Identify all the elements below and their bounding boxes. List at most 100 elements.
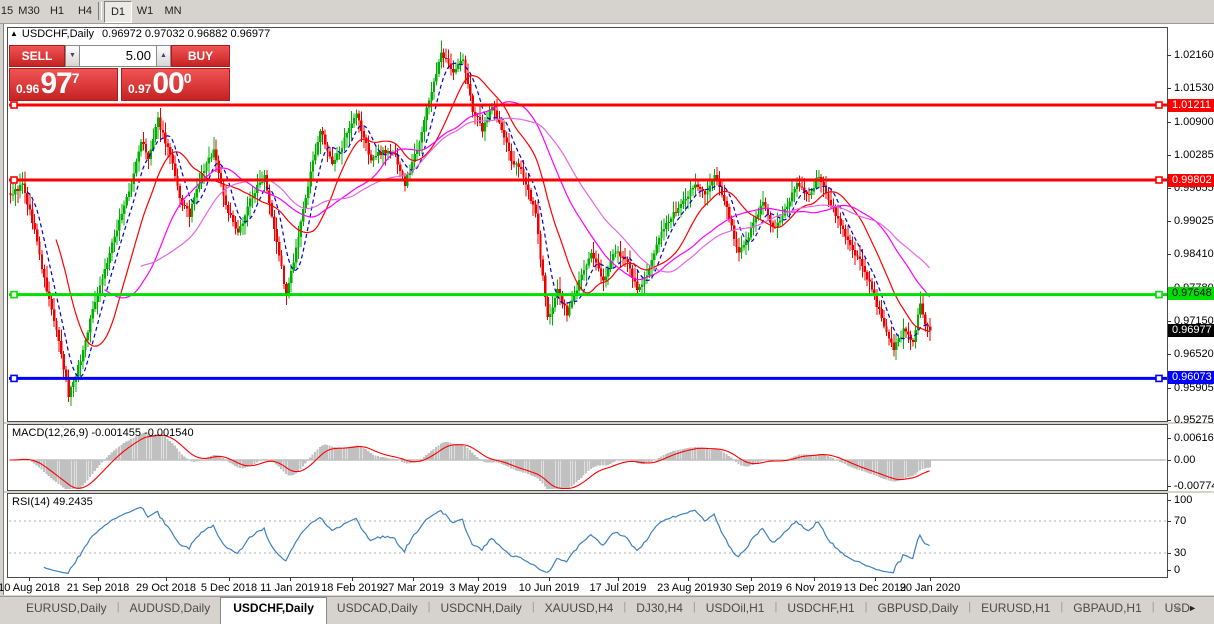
tab-usdoil-h1[interactable]: USDOil,H1 [705, 601, 765, 615]
one-click-trading-panel: SELL ▼ 5.00 ▲ BUY 0.96 97 7 0.97 00 0 [9, 45, 230, 101]
tab-usdchf-h1[interactable]: USDCHF,H1 [787, 601, 855, 615]
timeframe-button-D1[interactable]: D1 [104, 1, 132, 23]
volume-input[interactable]: 5.00 [80, 45, 156, 67]
date-axis-label: 20 Jan 2020 [899, 582, 961, 594]
price-axis-label: 1.00285 [1174, 149, 1214, 161]
horizontal-line[interactable] [9, 176, 1167, 184]
moving-average-lines [26, 62, 931, 379]
buy-button[interactable]: BUY [171, 45, 230, 67]
rsi-axis-label: 30 [1174, 547, 1187, 559]
price-badge-line: 0.96073 [1168, 371, 1214, 384]
tab-eurusd-daily[interactable]: EURUSD,Daily [26, 601, 107, 615]
macd-values: -0.001455 -0.001540 [91, 427, 194, 439]
date-axis-label: 27 Mar 2019 [382, 582, 444, 594]
tab-separator: | [531, 601, 535, 613]
sell-price-panel[interactable]: 0.96 97 7 [9, 68, 118, 101]
macd-axis-label: 0.00 [1174, 454, 1196, 466]
tab-separator: | [774, 601, 778, 613]
timeframe-button-H4[interactable]: H4 [77, 5, 93, 17]
tab-gbpusd-daily[interactable]: GBPUSD,Daily [877, 601, 959, 615]
horizontal-line[interactable] [9, 290, 1167, 299]
volume-increase-button[interactable]: ▲ [156, 45, 171, 67]
tab-xauusd-h4[interactable]: XAUUSD,H4 [544, 601, 614, 615]
tab-usdchf-daily[interactable]: USDCHF,Daily [220, 597, 327, 624]
tab-separator: | [968, 601, 972, 613]
date-axis-label: 11 Jan 2019 [260, 582, 320, 594]
tab-scroll-buttons: ◄► [1172, 603, 1204, 613]
rsi-value: 49.2435 [52, 496, 93, 508]
price-axis-label: 1.00900 [1174, 116, 1214, 128]
rsi-name: RSI(14) [12, 496, 50, 508]
date-axis-label: 21 Sep 2018 [66, 582, 130, 594]
chart-symbol: USDCHF,Daily [21, 28, 95, 40]
date-axis-label: 5 Dec 2018 [200, 582, 258, 594]
timeframe-toolbar: 15 M30 H1 H4 D1 W1 MN [0, 0, 1214, 24]
chart-tabs-bar: EURUSD,Daily | AUDUSD,Daily USDCHF,Daily USD… [0, 596, 1214, 624]
sell-price-big: 97 [40, 67, 72, 100]
tab-separator: | [427, 601, 431, 613]
tab-audusd-daily[interactable]: AUDUSD,Daily [129, 601, 211, 615]
macd-name: MACD(12,26,9) [12, 427, 89, 439]
toolbar-separator [98, 2, 102, 20]
tab-separator: | [1151, 601, 1155, 613]
timeframe-button-MN[interactable]: MN [164, 5, 182, 17]
tab-eurusd-h1[interactable]: EURUSD,H1 [981, 601, 1051, 615]
chart-ohlc-values: 0.96972 0.97032 0.96882 0.96977 [102, 28, 271, 40]
price-axis-label: 0.95275 [1174, 414, 1214, 426]
tab-usdcnh-daily[interactable]: USDCNH,Daily [440, 601, 522, 615]
tab-scroll-left-icon[interactable]: ◄ [1172, 603, 1189, 613]
tab-separator: | [1060, 601, 1064, 613]
price-badge-current: 0.96977 [1168, 324, 1214, 337]
sell-button[interactable]: SELL [9, 45, 65, 67]
horizontal-line[interactable] [9, 374, 1167, 383]
date-axis-label: 3 May 2019 [449, 582, 507, 594]
tab-usd[interactable]: USD [1164, 601, 1190, 615]
price-axis-label: 1.01530 [1174, 82, 1214, 94]
tab-separator: | [692, 601, 696, 613]
macd-signal-line [10, 434, 930, 489]
date-axis-label: 23 Aug 2019 [657, 582, 719, 594]
date-axis-label: 17 Jul 2019 [589, 582, 647, 594]
buy-price-prefix: 0.97 [128, 82, 152, 96]
date-axis-label: 18 Feb 2019 [321, 582, 383, 594]
buy-price-big: 00 [152, 67, 184, 100]
rsi-axis-label: 100 [1174, 494, 1193, 506]
buy-price-sup: 0 [183, 70, 192, 86]
rsi-axis-label: 70 [1174, 515, 1187, 527]
horizontal-line[interactable] [9, 101, 1167, 109]
price-badge-line: 0.99802 [1168, 174, 1214, 187]
tab-scroll-right-icon[interactable]: ► [1188, 603, 1204, 613]
date-axis-label: 13 Dec 2019 [843, 582, 907, 594]
price-badge-line: 0.97648 [1168, 287, 1214, 300]
date-axis-label: 6 Nov 2019 [785, 582, 843, 594]
price-axis-label: 1.02160 [1174, 49, 1214, 61]
sell-price-sup: 7 [71, 70, 80, 86]
price-axis-label: 0.96520 [1174, 348, 1214, 360]
macd-axis-label: -0.007745 [1174, 480, 1214, 492]
tab-dj30-h4[interactable]: DJ30,H4 [636, 601, 683, 615]
timeframe-button-15[interactable]: 15 [0, 5, 14, 17]
date-axis-label: 29 Oct 2018 [136, 582, 196, 594]
tab-separator: | [864, 601, 868, 613]
timeframe-button-W1[interactable]: W1 [136, 5, 154, 17]
buy-price-panel[interactable]: 0.97 00 0 [121, 68, 230, 101]
macd-axis-label: 0.006166 [1174, 432, 1214, 444]
rsi-axis-label: 0 [1174, 564, 1181, 576]
timeframe-button-H1[interactable]: H1 [49, 5, 65, 17]
price-axis-label: 0.95905 [1174, 382, 1214, 394]
macd-label: MACD(12,26,9) -0.001455 -0.001540 [12, 427, 194, 439]
date-axis-label: 10 Aug 2018 [0, 582, 60, 594]
tab-gbpaud-h1[interactable]: GBPAUD,H1 [1073, 601, 1142, 615]
tab-separator: | [623, 601, 627, 613]
price-axis-label: 0.98410 [1174, 248, 1214, 260]
volume-decrease-button[interactable]: ▼ [65, 45, 80, 67]
date-axis-label: 30 Sep 2019 [719, 582, 783, 594]
collapse-arrow-icon[interactable]: ▲ [10, 29, 18, 38]
price-axis-label: 0.99025 [1174, 215, 1214, 227]
timeframe-button-M30[interactable]: M30 [18, 5, 40, 17]
tab-usdcad-daily[interactable]: USDCAD,Daily [336, 601, 418, 615]
rsi-label: RSI(14) 49.2435 [12, 496, 93, 508]
tab-separator: | [116, 601, 120, 613]
